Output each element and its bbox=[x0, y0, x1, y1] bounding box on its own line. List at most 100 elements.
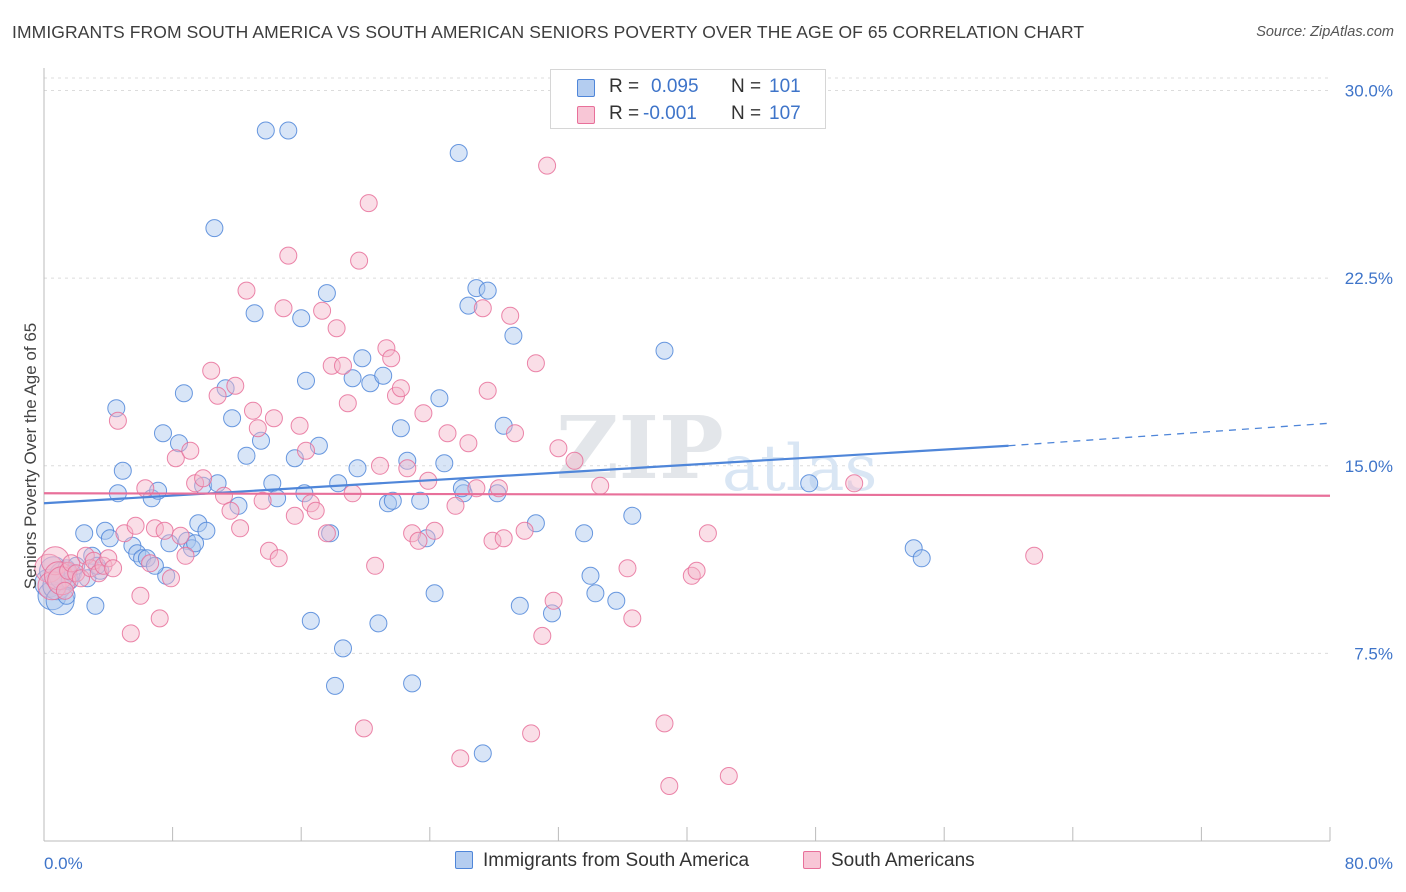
data-point bbox=[170, 434, 188, 453]
data-point bbox=[510, 596, 529, 615]
data-point bbox=[100, 529, 119, 548]
data-point bbox=[256, 121, 275, 140]
data-point bbox=[845, 474, 864, 493]
data-point bbox=[145, 556, 164, 575]
data-point bbox=[121, 624, 140, 643]
data-point bbox=[623, 609, 642, 628]
data-point bbox=[533, 626, 552, 645]
data-point bbox=[208, 386, 227, 405]
data-point bbox=[425, 521, 444, 540]
data-point bbox=[575, 524, 594, 543]
data-point bbox=[451, 749, 470, 768]
data-point bbox=[501, 306, 520, 325]
data-point bbox=[155, 521, 174, 540]
data-point bbox=[565, 451, 584, 470]
data-point bbox=[348, 459, 367, 478]
legend-r-label: R = bbox=[609, 76, 640, 97]
data-point bbox=[231, 519, 250, 538]
data-point bbox=[55, 581, 74, 600]
data-point bbox=[47, 566, 77, 596]
data-point bbox=[237, 281, 256, 300]
data-point bbox=[452, 479, 471, 498]
legend-series-name: Immigrants from South America bbox=[483, 850, 750, 871]
data-point bbox=[538, 156, 557, 175]
data-point bbox=[391, 379, 410, 398]
legend-series-name: South Americans bbox=[831, 850, 975, 871]
data-point bbox=[181, 441, 200, 460]
legend-item-immigrants: Immigrants from South America bbox=[455, 850, 749, 872]
data-point bbox=[377, 339, 396, 358]
data-point bbox=[544, 591, 563, 610]
y-tick-label: 22.5% bbox=[1345, 269, 1393, 288]
data-point bbox=[435, 454, 454, 473]
data-point bbox=[581, 566, 600, 585]
data-point bbox=[306, 501, 325, 520]
data-point bbox=[150, 609, 169, 628]
data-point bbox=[99, 549, 118, 568]
data-point bbox=[166, 449, 185, 468]
data-point bbox=[655, 714, 674, 733]
data-point bbox=[248, 419, 267, 438]
data-point bbox=[72, 569, 90, 588]
data-point bbox=[374, 366, 393, 385]
data-point bbox=[326, 676, 344, 695]
data-point bbox=[449, 144, 468, 162]
data-point bbox=[522, 724, 541, 743]
data-point bbox=[504, 326, 523, 345]
data-point bbox=[317, 284, 336, 303]
data-point bbox=[687, 561, 706, 580]
data-point bbox=[467, 279, 486, 298]
data-point bbox=[334, 356, 352, 375]
data-point bbox=[334, 639, 352, 658]
trend-lines bbox=[43, 422, 1331, 505]
y-tick-label: 30.0% bbox=[1345, 82, 1393, 101]
data-point bbox=[297, 441, 315, 460]
data-point bbox=[489, 479, 508, 498]
data-point bbox=[264, 409, 283, 428]
data-point bbox=[128, 544, 147, 563]
trend-line-blue-extension bbox=[1008, 422, 1331, 447]
data-point bbox=[279, 246, 298, 265]
tick-labels: 7.5% 15.0% 22.5% 30.0% 0.0% 80.0% bbox=[44, 82, 1393, 873]
data-point bbox=[478, 281, 497, 300]
data-point bbox=[549, 439, 568, 458]
data-point bbox=[226, 376, 245, 395]
data-point bbox=[414, 404, 433, 423]
data-point bbox=[618, 559, 637, 578]
watermark-zip: ZIP bbox=[556, 398, 724, 499]
data-point bbox=[274, 299, 293, 318]
data-point bbox=[494, 416, 513, 435]
data-point bbox=[369, 614, 388, 633]
data-point bbox=[660, 777, 679, 795]
data-point bbox=[292, 309, 311, 328]
data-point bbox=[411, 491, 430, 510]
data-point bbox=[253, 491, 272, 510]
data-point bbox=[215, 486, 233, 505]
legend-r-value: 0.095 bbox=[651, 76, 699, 97]
data-point bbox=[157, 566, 176, 585]
data-point bbox=[171, 526, 190, 545]
data-point bbox=[317, 524, 336, 543]
data-point bbox=[245, 304, 264, 323]
legend-r-value: -0.001 bbox=[643, 103, 697, 124]
blue-swatch-icon bbox=[577, 79, 595, 97]
data-point bbox=[186, 534, 205, 553]
data-point bbox=[494, 529, 513, 548]
data-point bbox=[327, 319, 346, 338]
data-point bbox=[141, 554, 160, 573]
data-point bbox=[131, 586, 150, 605]
data-point bbox=[515, 521, 534, 540]
data-point bbox=[285, 506, 304, 525]
data-point bbox=[154, 424, 172, 443]
data-point bbox=[912, 549, 931, 568]
legend-n-value: 107 bbox=[769, 103, 801, 124]
blue-swatch-icon bbox=[455, 851, 473, 869]
data-point bbox=[473, 744, 492, 763]
data-point bbox=[459, 434, 478, 453]
data-point bbox=[526, 354, 545, 373]
data-point bbox=[67, 564, 86, 583]
data-point bbox=[719, 767, 738, 785]
x-tick-label: 80.0% bbox=[1345, 854, 1393, 873]
legend-r-label: R = bbox=[609, 103, 640, 124]
